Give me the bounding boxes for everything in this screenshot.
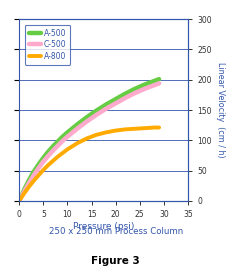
Text: 250 x 250 mm Process Column: 250 x 250 mm Process Column [48,227,183,235]
C-500 [85,120,88,123]
C-500 [61,139,64,142]
A-800 [95,133,98,136]
A-500 [143,83,146,86]
A-800 [32,179,35,182]
A-800 [23,192,26,195]
A-500 [37,163,40,166]
A-800 [27,185,30,188]
C-500 [27,182,30,185]
C-500 [143,87,146,90]
C-500 [47,154,50,158]
A-500 [66,131,69,134]
C-500 [56,144,59,147]
C-500 [23,190,26,193]
A-800 [134,127,136,130]
A-500 [27,178,30,182]
A-500 [124,92,127,95]
A-800 [143,126,146,130]
A-500 [18,199,21,202]
A-500 [42,156,45,160]
A-800 [76,142,79,145]
X-axis label: Pressure (psi): Pressure (psi) [73,222,134,230]
C-500 [114,102,117,105]
C-500 [153,84,156,87]
Line: C-500: C-500 [19,83,159,201]
A-800 [18,199,21,202]
Line: A-500: A-500 [19,79,159,201]
A-500 [32,170,35,173]
A-500 [76,123,79,126]
A-800 [66,148,69,151]
A-500 [23,188,26,191]
A-800 [52,159,54,163]
C-500 [37,166,40,170]
A-800 [42,168,45,172]
C-500 [18,199,21,202]
A-500 [95,109,98,112]
A-500 [52,145,54,148]
C-500 [42,160,45,163]
Legend: A-500, C-500, A-800: A-500, C-500, A-800 [25,25,70,65]
A-500 [105,103,107,106]
A-800 [85,137,88,140]
A-500 [56,140,59,143]
C-500 [52,149,54,152]
A-500 [61,135,64,138]
A-800 [47,163,50,167]
Text: Figure 3: Figure 3 [91,256,140,266]
A-800 [124,128,127,131]
A-800 [158,126,161,129]
A-500 [47,150,50,153]
A-800 [114,129,117,132]
A-800 [153,126,156,129]
A-800 [105,131,107,134]
C-500 [124,96,127,100]
C-500 [76,127,79,130]
A-800 [37,174,40,177]
A-500 [85,116,88,119]
C-500 [158,82,161,85]
A-500 [134,87,136,90]
A-800 [61,151,64,155]
C-500 [66,135,69,138]
C-500 [32,174,35,177]
A-500 [158,78,161,81]
C-500 [95,113,98,117]
A-500 [153,79,156,82]
C-500 [105,107,107,111]
Line: A-800: A-800 [19,128,159,201]
Y-axis label: Linear Velocity  (cm / h): Linear Velocity (cm / h) [216,62,225,158]
C-500 [134,91,136,95]
A-800 [56,155,59,158]
A-500 [114,97,117,101]
